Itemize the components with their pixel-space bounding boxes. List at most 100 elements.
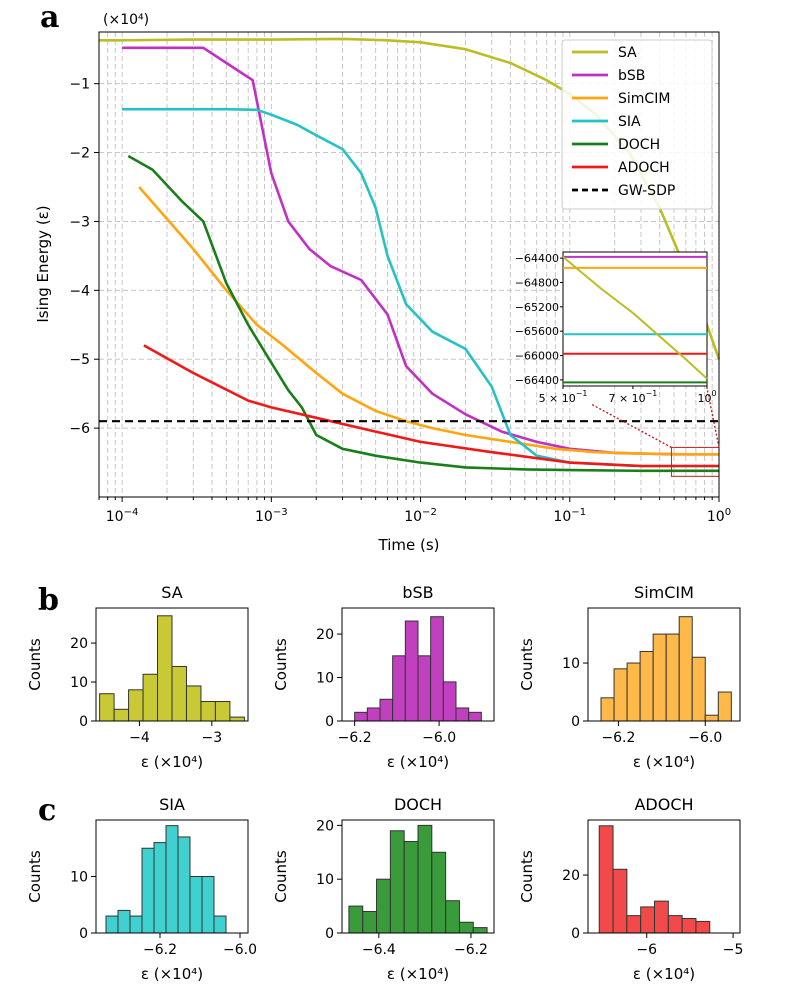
histogram-bar — [695, 920, 711, 934]
histogram-bar — [177, 836, 191, 934]
inset-x-tick-label: 7 × 10−1 — [608, 389, 657, 405]
y-axis-label: Counts — [272, 638, 290, 691]
histogram-bar — [171, 665, 187, 722]
histogram-bar — [200, 701, 216, 722]
histogram-bar — [598, 825, 614, 934]
histogram-bar — [681, 918, 697, 934]
y-tick-label: 10 — [562, 656, 580, 672]
legend-label-sia: SIA — [618, 114, 641, 130]
x-tick-label: −6.2 — [601, 730, 635, 746]
histogram-bar — [165, 825, 179, 934]
x-axis-label: Time (s) — [378, 536, 440, 554]
histogram-title: SimCIM — [634, 583, 694, 602]
y-tick-label: −2 — [69, 146, 90, 162]
x-axis-label: ε (×10⁴) — [387, 753, 449, 771]
y-tick-label: 20 — [562, 868, 580, 884]
histogram-bar — [185, 685, 202, 722]
y-tick-label: −5 — [69, 352, 90, 368]
histogram-bar — [626, 662, 641, 722]
y-tick-label: 0 — [79, 926, 88, 942]
histogram-simcim: SimCIM −6.2 −6.0 0 10 ε (×10⁴) Counts — [518, 583, 741, 771]
histogram-bar — [652, 633, 667, 722]
legend-label-adoch: ADOCH — [618, 160, 670, 176]
x-tick-label: −6.2 — [143, 942, 177, 958]
histogram-bar — [99, 693, 115, 722]
histogram-bar — [201, 876, 215, 934]
plot-frame — [98, 31, 720, 498]
histogram-doch: DOCH −6.4 −6.2 0 10 20 ε (×10⁴) Counts — [272, 795, 495, 983]
histogram-bar — [157, 615, 173, 722]
histogram-bar — [691, 656, 706, 722]
y-tick-label: 10 — [70, 870, 88, 886]
histogram-bar — [654, 900, 669, 934]
y-tick-label: 0 — [79, 714, 88, 730]
inset-y-tick-label: −66400 — [515, 374, 559, 387]
legend-label-gw-sdp: GW-SDP — [618, 183, 675, 199]
histogram-sa: SA −4 −3 0 10 20 ε (×10⁴) Counts — [26, 583, 249, 771]
y-axis-label: Counts — [518, 850, 536, 903]
y-tick-label: −6 — [69, 421, 90, 437]
series-line-simcim — [138, 186, 719, 456]
x-tick-label: −6.2 — [338, 730, 372, 746]
y-tick-label: −4 — [69, 283, 90, 299]
histogram-bar — [389, 830, 405, 934]
x-tick-label: −6.4 — [362, 942, 396, 958]
histogram-bar — [667, 915, 683, 934]
histogram-bar — [213, 915, 227, 934]
histogram-title: SA — [161, 583, 182, 602]
x-axis-label: ε (×10⁴) — [141, 753, 203, 771]
inset-connector — [590, 403, 672, 449]
histogram-bar — [105, 915, 119, 934]
panel-letter-c: c — [38, 793, 56, 828]
histogram-bar — [354, 711, 368, 722]
series-line-sa — [99, 37, 721, 360]
series-lines — [99, 37, 721, 477]
histogram-bar — [403, 841, 419, 934]
panel-letter-b: b — [38, 583, 59, 618]
histogram-bar — [678, 616, 693, 722]
y-tick-label: 10 — [316, 671, 334, 687]
histogram-title: ADOCH — [634, 795, 693, 814]
legend-label-simcim: SimCIM — [618, 91, 670, 107]
histogram-bar — [189, 876, 203, 934]
histogram-bar — [613, 668, 628, 722]
histogram-bar — [626, 915, 642, 934]
histogram-frame — [587, 819, 741, 934]
panel-a-line-chart: 10−4 10−3 10−2 10−1 100 −1 −2 −3 −4 −5 −6 (×10⁴) T… — [34, 12, 731, 554]
histogram-bar — [417, 824, 433, 934]
axis-ticks: 10−4 10−3 10−2 10−1 100 −1 −2 −3 −4 −5 −6 — [69, 77, 731, 525]
y-tick-label: 0 — [571, 714, 580, 730]
y-tick-label: 20 — [316, 818, 334, 834]
histogram-bar — [153, 842, 167, 934]
x-tick-label: −3 — [201, 730, 222, 746]
legend: SA bSB SimCIM SIA DOCH ADOCH GW-SDP — [561, 39, 713, 210]
histogram-bar — [665, 633, 680, 722]
histogram-bar — [214, 701, 231, 722]
histogram-bar — [129, 915, 143, 934]
histogram-bar — [445, 900, 460, 934]
histogram-bar — [141, 847, 155, 934]
y-tick-label: 20 — [70, 636, 88, 652]
histogram-frame — [587, 607, 741, 722]
y-tick-label: 0 — [325, 926, 334, 942]
histogram-bar — [640, 906, 656, 934]
legend-label-bsb: bSB — [618, 68, 645, 84]
x-axis-label: ε (×10⁴) — [387, 965, 449, 983]
y-axis-label: Counts — [518, 638, 536, 691]
histogram-bar — [704, 714, 719, 722]
histogram-title: DOCH — [394, 795, 442, 814]
histogram-bar — [376, 878, 391, 934]
x-tick-label: −4 — [129, 730, 150, 746]
inset-y-tick-label: −65200 — [515, 301, 559, 314]
histogram-sia: SIA −6.2 −6.0 0 10 ε (×10⁴) Counts — [26, 795, 257, 983]
series-line-sia — [122, 107, 719, 468]
inset-y-tick-label: −66000 — [515, 350, 559, 363]
histogram-bar — [600, 697, 615, 722]
histogram-bsb: bSB −6.2 −6.0 0 10 20 ε (×10⁴) Counts — [272, 583, 495, 771]
histogram-bar — [717, 691, 732, 722]
panel-letter-a: a — [40, 0, 59, 35]
inset-line-sa — [562, 256, 708, 380]
x-tick-label: 10−4 — [106, 507, 139, 525]
histogram-bar — [362, 910, 378, 934]
